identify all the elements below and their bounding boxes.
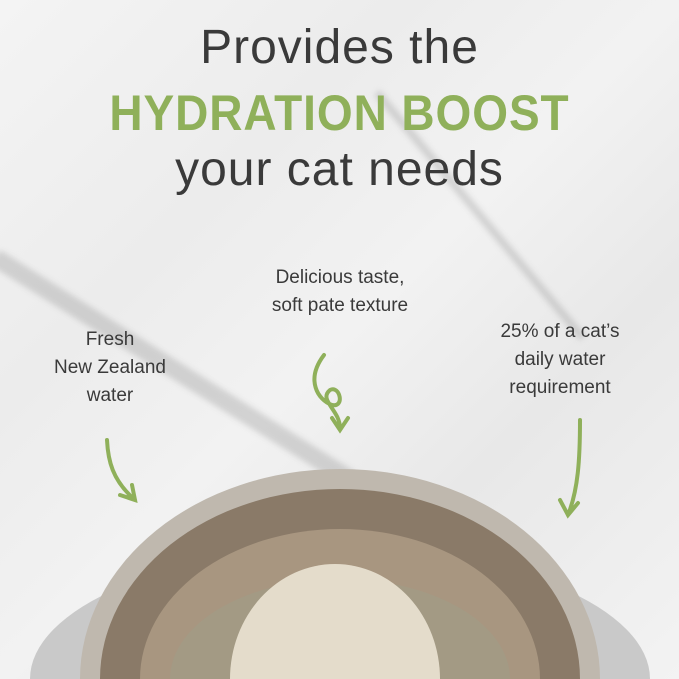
arrow-center xyxy=(312,353,350,434)
headline-line-2: HYDRATION BOOST xyxy=(109,85,570,141)
callout-right: 25% of a cat’s daily water requirement xyxy=(500,321,620,398)
callout-left: Fresh New Zealand water xyxy=(54,329,166,406)
pate xyxy=(230,564,440,679)
bowl xyxy=(30,469,650,679)
headline-line-3: your cat needs xyxy=(175,143,504,196)
headline-line-1: Provides the xyxy=(200,21,479,74)
arrow-right xyxy=(558,418,582,519)
arrow-left xyxy=(105,438,138,503)
callout-center: Delicious taste, soft pate texture xyxy=(271,267,409,316)
